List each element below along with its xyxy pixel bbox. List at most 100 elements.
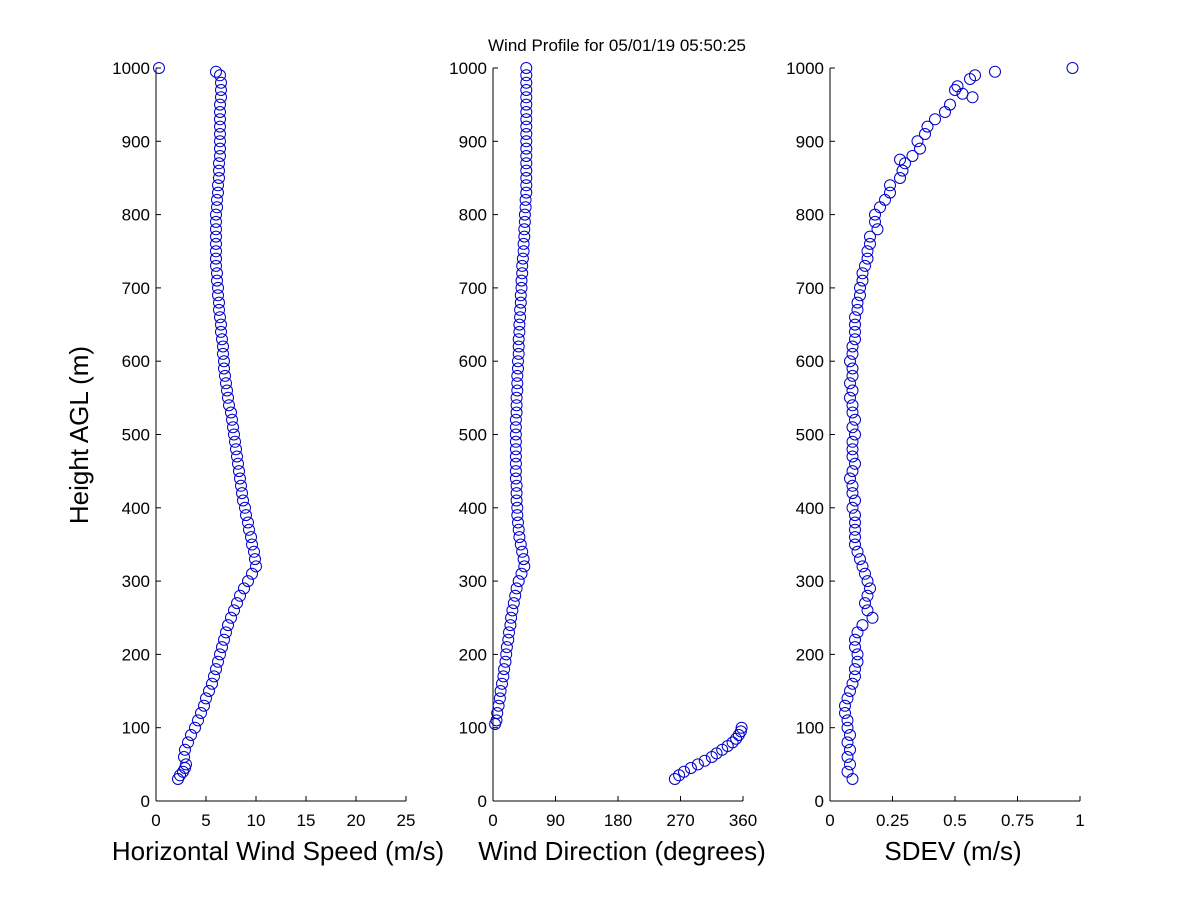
data-point [500, 648, 513, 661]
data-point [519, 201, 532, 214]
sdev-panel: 0 100 200 300 400 500 600 700 800 900 1000 0 0.25 0.5… [786, 59, 1085, 866]
x-tick-label: 15 [297, 811, 316, 830]
data-point [512, 516, 524, 529]
data-point [510, 487, 523, 500]
data-point [509, 413, 522, 426]
data-point [239, 501, 251, 514]
data-point [491, 707, 504, 719]
data-point [849, 318, 861, 331]
data-point [520, 91, 533, 104]
data-point [217, 340, 229, 353]
data-point [214, 128, 226, 140]
data-point [520, 179, 533, 192]
data-point [520, 106, 533, 118]
data-point [520, 157, 533, 170]
data-point [494, 685, 507, 697]
data-point [846, 369, 859, 382]
y-tick-label: 800 [122, 206, 150, 225]
data-point [520, 76, 533, 89]
data-point [517, 245, 530, 258]
y-tick-label: 400 [796, 499, 824, 518]
data-point [231, 597, 243, 610]
x-tick-label: 10 [247, 811, 266, 830]
data-point [213, 157, 225, 170]
x-axis-title: Horizontal Wind Speed (m/s) [112, 836, 444, 866]
data-point [212, 655, 224, 668]
data-point [512, 340, 525, 353]
data-point [179, 743, 191, 756]
data-point [203, 685, 215, 697]
data-point [839, 707, 851, 719]
data-point [195, 707, 207, 719]
data-point [235, 479, 247, 492]
data-point [844, 729, 856, 741]
speed-panel: 0 100 200 300 400 500 600 700 800 900 1000 0 5 10 15 20… [112, 59, 444, 866]
data-point [846, 340, 859, 353]
data-point [869, 215, 881, 228]
data-point [849, 457, 861, 470]
data-point [178, 751, 190, 763]
data-point [206, 677, 218, 690]
x-tick-label: 270 [666, 811, 694, 830]
data-point [512, 347, 525, 360]
data-point [218, 355, 230, 368]
direction-panel: 0 100 200 300 400 500 600 700 800 900 1000 0 90 180 27… [449, 59, 766, 866]
data-point [849, 509, 861, 522]
data-point [216, 641, 228, 654]
data-point [512, 362, 524, 375]
data-point [849, 531, 861, 544]
data-point [854, 281, 866, 294]
data-point [514, 296, 527, 309]
y-tick-label: 800 [796, 206, 824, 225]
data-point [214, 106, 226, 118]
data-point [213, 172, 225, 184]
y-tick-label: 0 [815, 792, 824, 811]
data-point [210, 252, 222, 265]
data-point [210, 245, 222, 258]
data-point [849, 670, 861, 683]
data-point [219, 369, 231, 382]
data-point [210, 208, 222, 221]
data-point [234, 472, 246, 485]
data-point [514, 538, 527, 551]
data-point [1066, 62, 1079, 74]
data-point [929, 113, 941, 126]
data-point [213, 164, 225, 177]
y-tick-label: 900 [796, 132, 824, 151]
data-point [214, 648, 226, 661]
data-point [210, 223, 222, 236]
data-point [841, 765, 854, 778]
data-point [215, 318, 227, 331]
data-point [153, 62, 165, 74]
data-point [861, 604, 874, 617]
data-point [846, 465, 859, 478]
data-point [214, 142, 226, 155]
x-tick-label: 20 [347, 811, 366, 830]
data-point [846, 479, 859, 492]
data-point [844, 758, 856, 771]
data-point [214, 98, 226, 111]
data-point [846, 362, 859, 375]
data-point [215, 84, 227, 96]
data-point [864, 582, 876, 595]
data-point [512, 523, 525, 536]
data-point [519, 193, 532, 206]
data-point [512, 575, 525, 588]
y-tick-label: 500 [122, 426, 150, 445]
data-point [222, 619, 234, 632]
data-point [520, 113, 533, 126]
data-point [225, 611, 237, 624]
data-point [851, 655, 864, 668]
data-point [520, 186, 533, 199]
data-point [509, 435, 522, 448]
data-point [734, 725, 747, 738]
y-tick-label: 200 [459, 645, 487, 664]
data-point [856, 274, 869, 287]
data-point [735, 721, 748, 734]
data-point [989, 65, 1001, 78]
data-point [210, 230, 222, 243]
data-point [871, 223, 884, 236]
data-point [509, 457, 522, 470]
y-tick-label: 100 [122, 719, 150, 738]
